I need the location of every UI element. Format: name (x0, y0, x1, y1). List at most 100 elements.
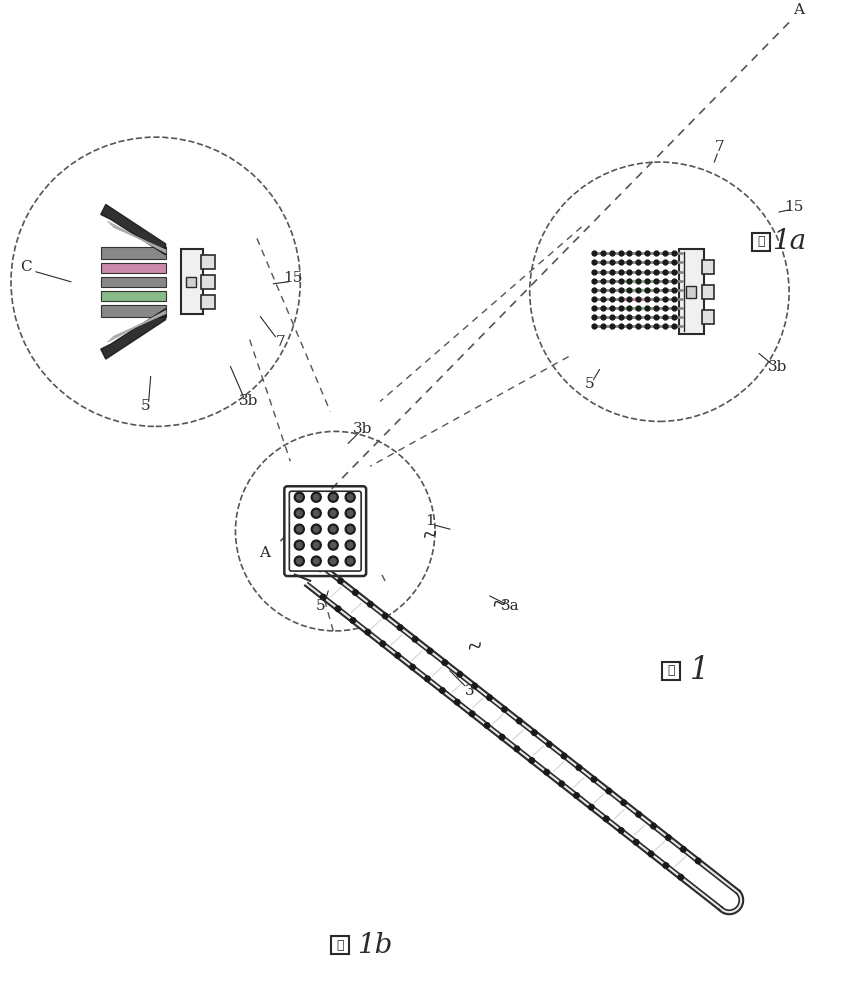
Text: 5: 5 (584, 377, 595, 391)
Text: 图: 图 (336, 939, 344, 952)
Ellipse shape (330, 510, 336, 517)
Ellipse shape (313, 510, 320, 517)
Text: 1a: 1a (772, 228, 807, 255)
Bar (200, 275, 214, 289)
Ellipse shape (311, 556, 321, 566)
Text: C: C (20, 260, 32, 274)
Text: 15: 15 (785, 200, 804, 214)
Ellipse shape (296, 542, 303, 549)
Ellipse shape (296, 494, 303, 501)
Text: 15: 15 (283, 271, 303, 285)
Circle shape (380, 641, 385, 647)
Circle shape (484, 723, 489, 728)
Ellipse shape (294, 492, 304, 502)
Text: 5: 5 (315, 599, 325, 613)
FancyBboxPatch shape (289, 491, 361, 571)
Ellipse shape (294, 524, 304, 534)
Circle shape (544, 769, 549, 775)
Text: 3b: 3b (768, 360, 787, 374)
Circle shape (350, 618, 356, 623)
Circle shape (591, 777, 596, 782)
Ellipse shape (330, 542, 336, 549)
Circle shape (547, 742, 552, 747)
Ellipse shape (328, 540, 338, 550)
Ellipse shape (345, 556, 355, 566)
Ellipse shape (294, 540, 304, 550)
Ellipse shape (328, 508, 338, 518)
Circle shape (454, 699, 460, 705)
Circle shape (665, 835, 671, 840)
Bar (752, 233, 770, 251)
Circle shape (397, 625, 403, 630)
Ellipse shape (345, 540, 355, 550)
Circle shape (589, 804, 595, 810)
Bar (101, 263, 166, 273)
Polygon shape (101, 309, 166, 359)
Circle shape (365, 629, 371, 635)
Bar (663, 662, 680, 680)
Text: A: A (259, 546, 270, 560)
Circle shape (529, 758, 535, 763)
Circle shape (352, 590, 358, 595)
Circle shape (618, 828, 624, 833)
Bar (680, 249, 704, 334)
Circle shape (532, 730, 537, 735)
Ellipse shape (296, 526, 303, 533)
Bar (101, 247, 166, 259)
Circle shape (336, 606, 341, 612)
Ellipse shape (345, 524, 355, 534)
Bar (200, 295, 214, 309)
Ellipse shape (311, 492, 321, 502)
Bar (181, 249, 203, 314)
Circle shape (636, 812, 642, 817)
Circle shape (514, 746, 520, 752)
Ellipse shape (311, 540, 321, 550)
Circle shape (516, 718, 522, 724)
Bar (702, 285, 714, 299)
Circle shape (410, 664, 415, 670)
Ellipse shape (328, 492, 338, 502)
Circle shape (558, 781, 564, 787)
Text: 1: 1 (690, 655, 709, 686)
Circle shape (561, 753, 567, 759)
Ellipse shape (313, 526, 320, 533)
Circle shape (425, 676, 431, 682)
Text: 5: 5 (140, 399, 151, 413)
Bar (331, 936, 349, 954)
Circle shape (651, 823, 656, 829)
Ellipse shape (346, 542, 354, 549)
Circle shape (501, 707, 507, 712)
Bar (702, 260, 714, 274)
Circle shape (678, 874, 684, 880)
Text: 3b: 3b (239, 394, 258, 408)
Ellipse shape (294, 508, 304, 518)
Circle shape (383, 613, 388, 619)
Text: 3a: 3a (500, 599, 519, 613)
Ellipse shape (346, 494, 354, 501)
Text: 3: 3 (465, 684, 474, 698)
Ellipse shape (296, 510, 303, 517)
Ellipse shape (328, 556, 338, 566)
Polygon shape (308, 569, 739, 910)
Circle shape (412, 636, 418, 642)
Ellipse shape (346, 558, 354, 565)
Circle shape (395, 653, 400, 658)
Bar (101, 277, 166, 287)
Circle shape (442, 660, 447, 665)
Circle shape (368, 601, 373, 607)
Circle shape (606, 788, 611, 794)
Text: 1: 1 (425, 514, 435, 528)
Bar (101, 291, 166, 301)
Circle shape (648, 851, 653, 857)
Ellipse shape (311, 508, 321, 518)
Bar (200, 255, 214, 269)
Ellipse shape (330, 558, 336, 565)
Circle shape (696, 858, 701, 864)
Circle shape (320, 594, 326, 600)
Circle shape (604, 816, 609, 822)
Circle shape (440, 688, 445, 693)
Circle shape (338, 578, 343, 584)
Bar (686, 286, 696, 298)
Ellipse shape (346, 526, 354, 533)
Text: 3b: 3b (352, 422, 372, 436)
